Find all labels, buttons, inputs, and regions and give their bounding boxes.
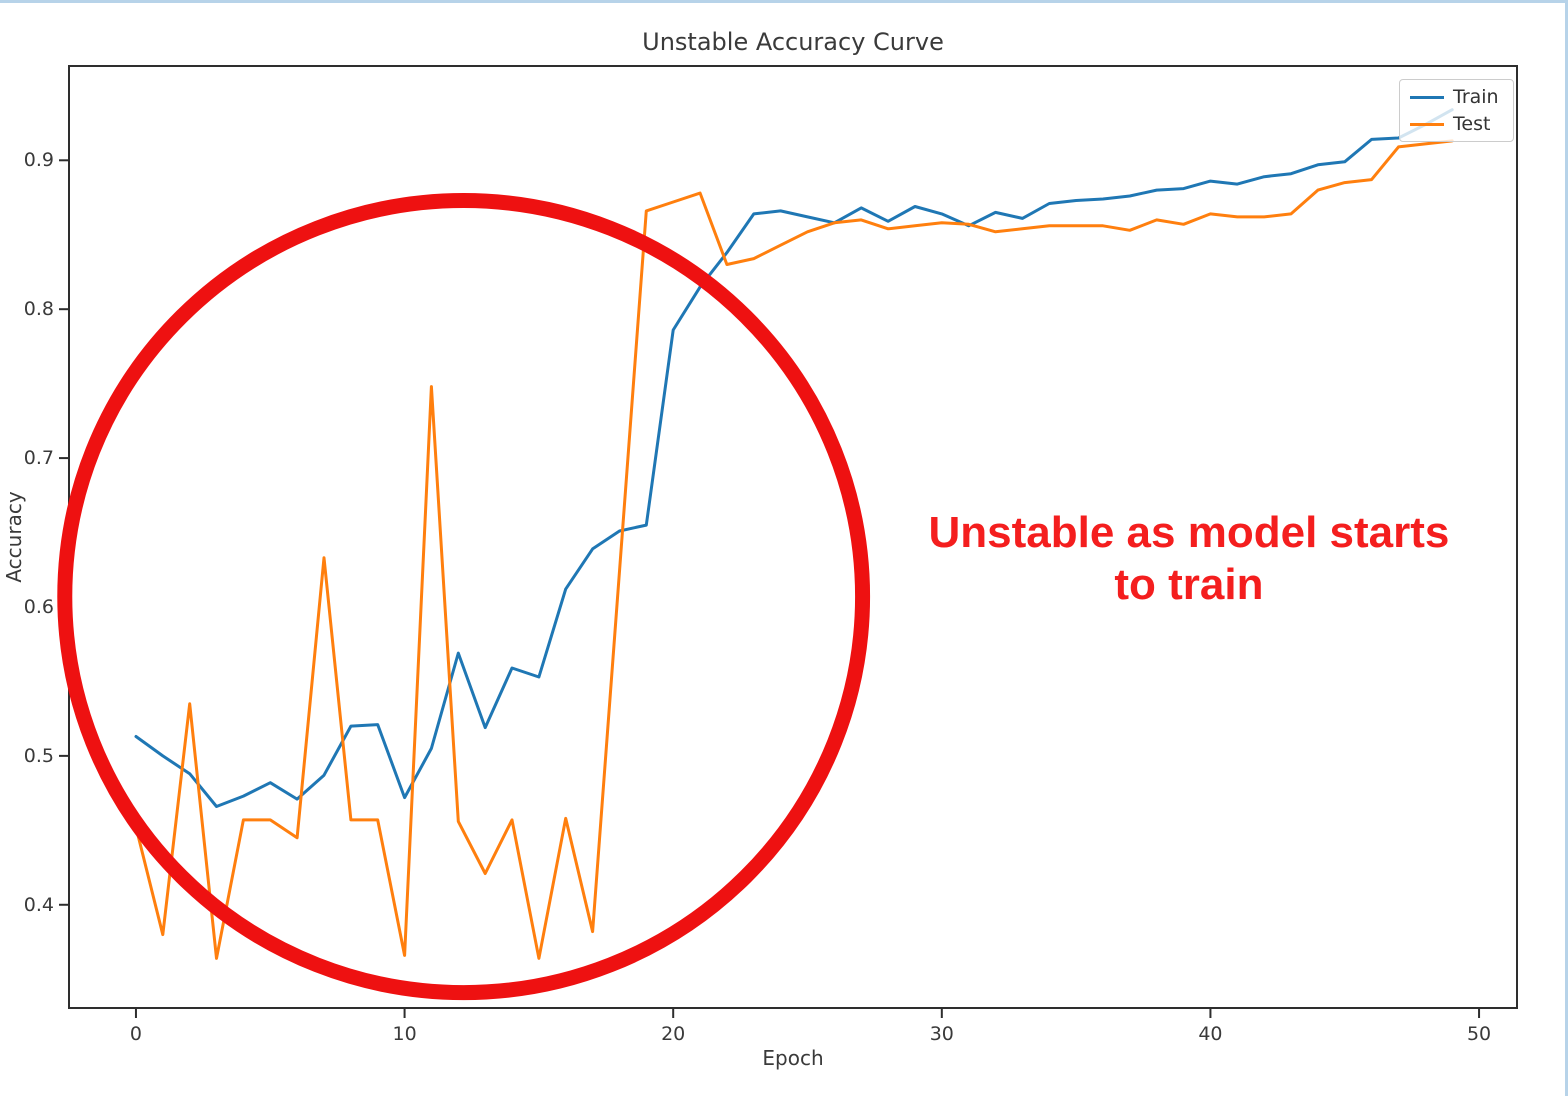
legend-label-test: Test <box>1453 113 1491 135</box>
plot-svg <box>57 65 1518 1018</box>
annotation-circle <box>57 192 871 1001</box>
test-line <box>134 139 1454 960</box>
annotation-line-1: Unstable as model starts <box>928 508 1450 558</box>
y-tick-label: 0.4 <box>23 893 54 916</box>
y-tick-label: 0.7 <box>23 447 54 470</box>
train-line <box>134 108 1454 808</box>
x-tick-label: 30 <box>929 1023 954 1045</box>
chart-title: Unstable Accuracy Curve <box>642 28 944 56</box>
annotation-text: Unstable as model starts to train <box>929 507 1450 611</box>
y-tick-label: 0.6 <box>23 595 54 618</box>
y-tick-label: 0.5 <box>23 744 54 767</box>
y-tick-label: 0.9 <box>23 149 54 172</box>
x-tick-label: 10 <box>392 1023 417 1045</box>
legend-label-train: Train <box>1453 86 1499 108</box>
y-tick-label: 0.8 <box>23 298 54 321</box>
legend-item-train: Train <box>1410 87 1503 107</box>
annotation-line-2: to train <box>1114 560 1264 610</box>
plot-area <box>57 65 1518 1018</box>
y-axis-label: Accuracy <box>2 491 26 583</box>
train-line-swatch <box>1410 95 1444 99</box>
x-tick-label: 0 <box>129 1023 142 1045</box>
x-tick-label: 50 <box>1466 1023 1492 1045</box>
x-tick-label: 40 <box>1198 1023 1223 1045</box>
legend-item-test: Test <box>1410 114 1503 134</box>
x-axis-label: Epoch <box>762 1046 824 1070</box>
test-line-swatch <box>1410 122 1444 126</box>
window-border-top <box>0 0 1568 3</box>
legend: Train Test <box>1399 79 1514 142</box>
x-tick-label: 20 <box>661 1023 686 1045</box>
window-border-right <box>1565 0 1568 1096</box>
